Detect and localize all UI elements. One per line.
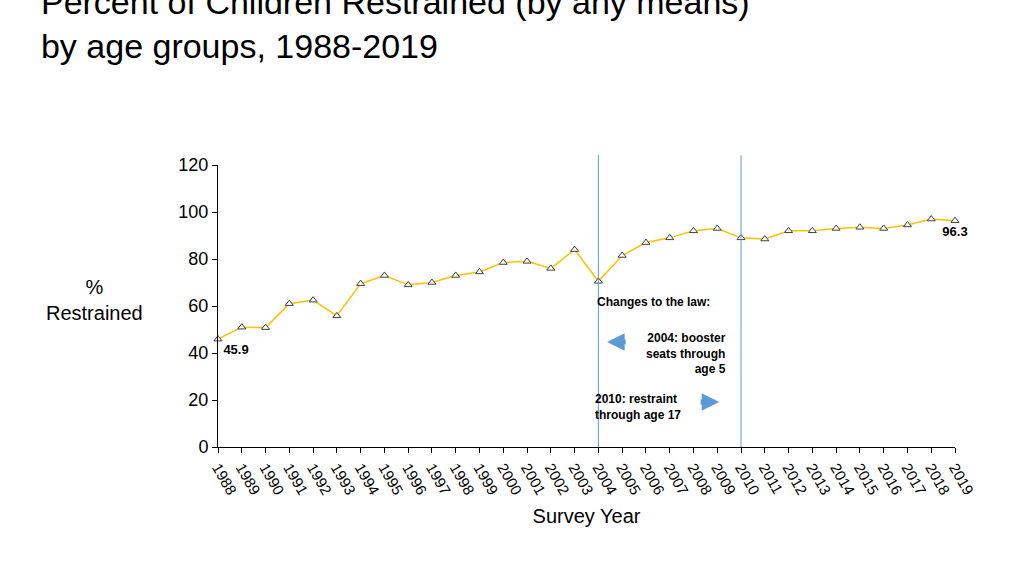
- svg-text:2010: 2010: [732, 460, 763, 497]
- svg-text:1990: 1990: [256, 460, 287, 497]
- svg-text:2014: 2014: [827, 460, 858, 497]
- svg-text:100: 100: [178, 202, 208, 222]
- svg-text:2004: 2004: [589, 460, 620, 497]
- svg-text:1991: 1991: [280, 460, 311, 497]
- svg-text:2007: 2007: [661, 460, 692, 497]
- svg-text:0: 0: [198, 437, 208, 457]
- svg-text:96.3: 96.3: [942, 224, 967, 239]
- svg-text:1988: 1988: [209, 460, 240, 497]
- svg-text:2019: 2019: [946, 460, 977, 497]
- svg-text:2009: 2009: [708, 460, 739, 497]
- svg-text:Percent of Children Restrained: Percent of Children Restrained (by any m…: [41, 0, 750, 65]
- svg-text:1995: 1995: [375, 460, 406, 497]
- svg-text:20: 20: [188, 390, 208, 410]
- svg-text:2013: 2013: [803, 460, 834, 497]
- svg-text:2006: 2006: [637, 460, 668, 497]
- svg-text:1997: 1997: [423, 460, 454, 497]
- svg-text:2004: boosterseats throughage: 2004: boosterseats throughage 5: [646, 331, 726, 376]
- svg-text:2000: 2000: [494, 460, 525, 497]
- svg-text:2001: 2001: [518, 460, 549, 497]
- svg-text:2018: 2018: [922, 460, 953, 497]
- svg-text:2017: 2017: [898, 460, 929, 497]
- svg-text:2002: 2002: [542, 460, 573, 497]
- svg-text:2005: 2005: [613, 460, 644, 497]
- svg-text:45.9: 45.9: [223, 342, 248, 357]
- svg-text:2011: 2011: [756, 460, 787, 496]
- svg-text:2003: 2003: [566, 460, 597, 497]
- svg-text:%Restrained: %Restrained: [46, 276, 143, 324]
- svg-text:2012: 2012: [779, 460, 810, 497]
- svg-text:40: 40: [188, 343, 208, 363]
- svg-text:80: 80: [188, 249, 208, 269]
- svg-text:2016: 2016: [875, 460, 906, 497]
- svg-text:2015: 2015: [851, 460, 882, 497]
- svg-text:Survey Year: Survey Year: [533, 505, 641, 527]
- svg-text:60: 60: [188, 296, 208, 316]
- svg-text:1993: 1993: [328, 460, 359, 497]
- svg-text:1996: 1996: [399, 460, 430, 497]
- svg-text:Changes to the law:: Changes to the law:: [597, 295, 710, 309]
- svg-text:1989: 1989: [233, 460, 264, 497]
- svg-text:1994: 1994: [352, 460, 383, 497]
- svg-text:1999: 1999: [470, 460, 501, 497]
- svg-text:2008: 2008: [684, 460, 715, 497]
- svg-text:120: 120: [178, 155, 208, 175]
- svg-text:1992: 1992: [304, 460, 335, 497]
- svg-text:2010: restraintthrough age 17: 2010: restraintthrough age 17: [595, 392, 681, 422]
- svg-text:1998: 1998: [447, 460, 478, 497]
